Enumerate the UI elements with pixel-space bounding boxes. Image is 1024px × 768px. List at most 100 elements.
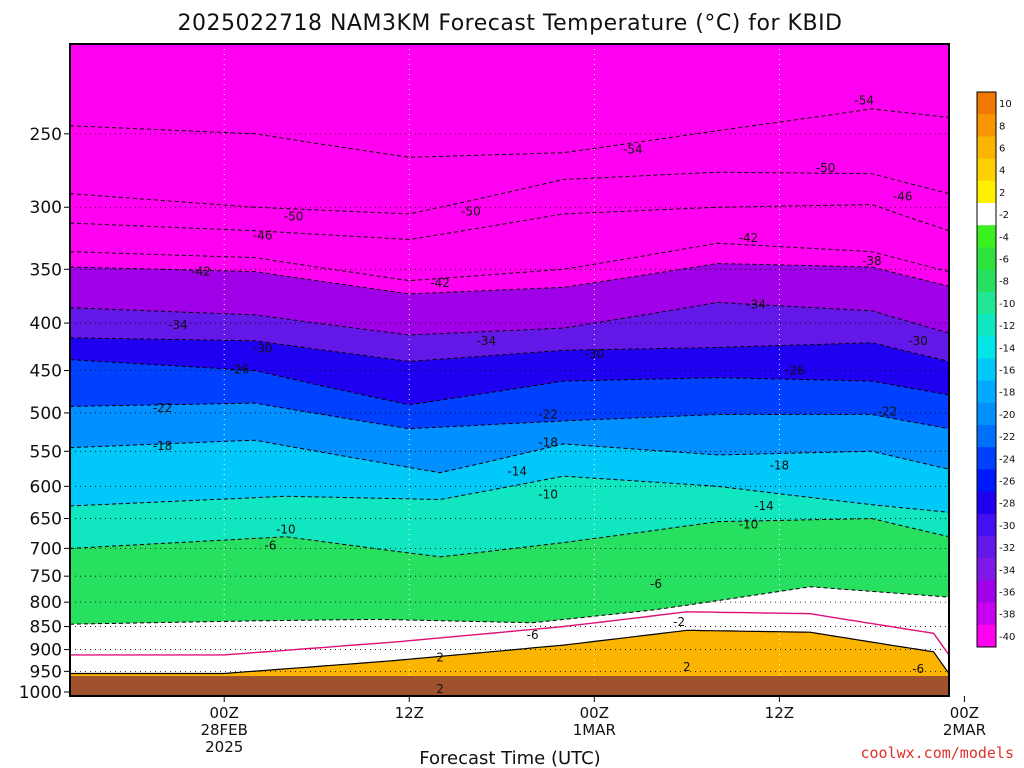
contour-label: -14 [754, 499, 774, 513]
colorbar-swatch [977, 469, 996, 493]
contour-label: -54 [623, 143, 643, 157]
y-tick-label: 800 [30, 593, 62, 613]
colorbar-label: -24 [999, 454, 1015, 465]
colorbar-swatch [977, 402, 996, 426]
colorbar-label: 2 [999, 188, 1005, 199]
y-tick-label: 750 [30, 567, 62, 587]
x-tick-label: 1MAR [573, 721, 616, 739]
colorbar-swatch [977, 624, 996, 648]
temperature-band [70, 586, 949, 674]
temperature-band [70, 403, 949, 473]
y-tick-label: 500 [30, 404, 62, 424]
colorbar-swatch [977, 380, 996, 404]
colorbar-swatch [977, 513, 996, 537]
colorbar-swatch [977, 203, 996, 226]
contour-label: -50 [816, 161, 836, 175]
plot-area: -54 -54 -50 -50 -50 -46 -46 -42 -42 -42 -38 -34 -34 -… [69, 43, 950, 697]
contour-label: -6 [650, 577, 662, 591]
contour-label: -2 [673, 615, 685, 629]
y-axis: 250 300 350 400 450 500 550 600 650 700 750 800 850 9… [19, 125, 70, 703]
colorbar-swatch [977, 180, 996, 204]
y-tick-label: 850 [30, 618, 62, 638]
contour-label: -26 [230, 363, 250, 377]
contour-label: -46 [893, 189, 913, 203]
colorbar-label: -6 [999, 255, 1009, 266]
temperature-band [70, 243, 949, 294]
isotherm-line [70, 439, 949, 474]
contour-label: -14 [507, 464, 527, 478]
contour-label: -42 [191, 265, 211, 279]
colorbar-label: -10 [999, 299, 1015, 310]
isotherm-line [70, 171, 949, 215]
contour-label: -22 [878, 404, 898, 418]
isotherm-line [70, 359, 949, 406]
isotherm-line [70, 262, 949, 295]
contour-label: -42 [739, 231, 759, 245]
x-tick-label: 12Z [395, 704, 424, 722]
colorbar-label: -22 [999, 432, 1015, 443]
isotherm-line [70, 402, 949, 430]
colorbar-label: -8 [999, 277, 1009, 288]
colorbar-label: -28 [999, 499, 1015, 510]
colorbar-swatch [977, 536, 996, 559]
colorbar-swatch [977, 558, 996, 581]
colorbar-label: -38 [999, 610, 1015, 621]
isotherm-line [70, 337, 949, 362]
contour-label: -18 [770, 459, 790, 473]
isotherm-line [70, 475, 949, 513]
y-tick-label: 700 [30, 539, 62, 559]
temperature-band [70, 204, 949, 281]
y-tick-label: 550 [30, 442, 62, 462]
colorbar-swatch [977, 314, 996, 337]
temperature-band [70, 518, 949, 625]
colorbar-swatch [977, 269, 996, 293]
isotherm-line [70, 518, 949, 558]
y-tick-label: 1000 [19, 683, 62, 703]
colorbar-label: -16 [999, 366, 1015, 377]
contour-label: -26 [785, 363, 805, 377]
contour-label: -42 [430, 276, 450, 290]
temperature-band [70, 172, 949, 240]
contour-label: -18 [153, 439, 173, 453]
colorbar-label: -26 [999, 477, 1015, 488]
contour-label: -10 [276, 523, 296, 537]
contour-label: -54 [854, 93, 874, 107]
contour-label: -22 [538, 408, 558, 422]
colorbar-swatch [977, 247, 996, 271]
x-axis-label: Forecast Time (UTC) [419, 748, 600, 768]
colorbar-swatch [977, 580, 996, 604]
contour-label: -34 [746, 298, 766, 312]
x-tick-label: 28FEB [200, 721, 247, 739]
isotherm-line [70, 301, 949, 336]
colorbar-swatch [977, 358, 996, 382]
colorbar-swatch [977, 602, 996, 626]
colorbar-swatch [977, 291, 996, 315]
x-tick-label: 00Z [950, 704, 979, 722]
contour-label: 2 [436, 682, 444, 696]
y-tick-label: 600 [30, 477, 62, 497]
contour-label: -50 [284, 210, 304, 224]
y-tick-label: 350 [30, 260, 62, 280]
contour-label: -34 [168, 318, 188, 332]
contour-label: -46 [253, 229, 273, 243]
y-tick-label: 450 [30, 361, 62, 381]
chart-title: 2025022718 NAM3KM Forecast Temperature (… [178, 11, 843, 36]
temperature-band [70, 337, 949, 405]
contour-label: -10 [538, 487, 558, 501]
contour-label: -10 [739, 518, 759, 532]
contour-label: 2 [436, 651, 444, 665]
colorbar-swatch [977, 425, 996, 448]
colorbar-swatch [977, 136, 996, 160]
y-tick-label: 300 [30, 198, 62, 218]
colorbar-swatch [977, 114, 996, 137]
contour-label: -30 [585, 347, 605, 361]
contour-label: 2 [683, 660, 691, 674]
colorbar-swatch [977, 447, 996, 470]
colorbar-swatch [977, 491, 996, 515]
isotherm-line [70, 242, 949, 282]
freezing-line [70, 611, 949, 656]
contour-label: -30 [253, 341, 273, 355]
temperature-band [70, 440, 949, 513]
colorbar-swatch [977, 92, 996, 115]
colorbar-label: 4 [999, 166, 1005, 177]
